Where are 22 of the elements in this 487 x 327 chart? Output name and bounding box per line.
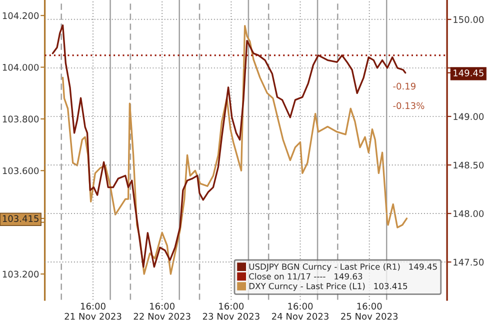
x-tick-label: 16:00 25 Nov 2023 [341,302,398,320]
annotation: -0.19 [393,82,416,90]
x-tick-label: 16:00 24 Nov 2023 [272,302,328,320]
y2-tick-label: 148.50 [454,162,484,169]
y2-tick-label: 149.45 [454,70,484,76]
y2-tick-label: 149.00 [454,113,484,120]
x-tick-label: 16:00 21 Nov 2023 [64,302,122,320]
y-tick-label: 103.800 [2,116,39,122]
legend-label: DXY Curncy - Last Price (L1) 103.415 [249,282,408,291]
y-tick-label: 103.200 [2,270,39,278]
legend-label: USDJPY BGN Curncy - Last Price (R1) 149.45 [249,263,437,272]
y-tick-label: 104.200 [2,12,39,20]
x-tick-label: 16:00 23 Nov 2023 [202,302,260,320]
annotation: -0.13% [393,102,424,110]
y-tick-label: 103.415 [2,215,38,222]
y2-tick-label: 147.50 [454,258,484,266]
y2-tick-label: 148.00 [454,210,484,218]
y-tick-label: 104.000 [2,64,39,71]
y2-tick-label: 150.00 [454,16,484,23]
y-tick-label: 103.600 [2,167,39,174]
legend-label: Close on 11/17 ---- 149.63 [249,273,362,280]
x-tick-label: 16:00 22 Nov 2023 [134,302,190,320]
